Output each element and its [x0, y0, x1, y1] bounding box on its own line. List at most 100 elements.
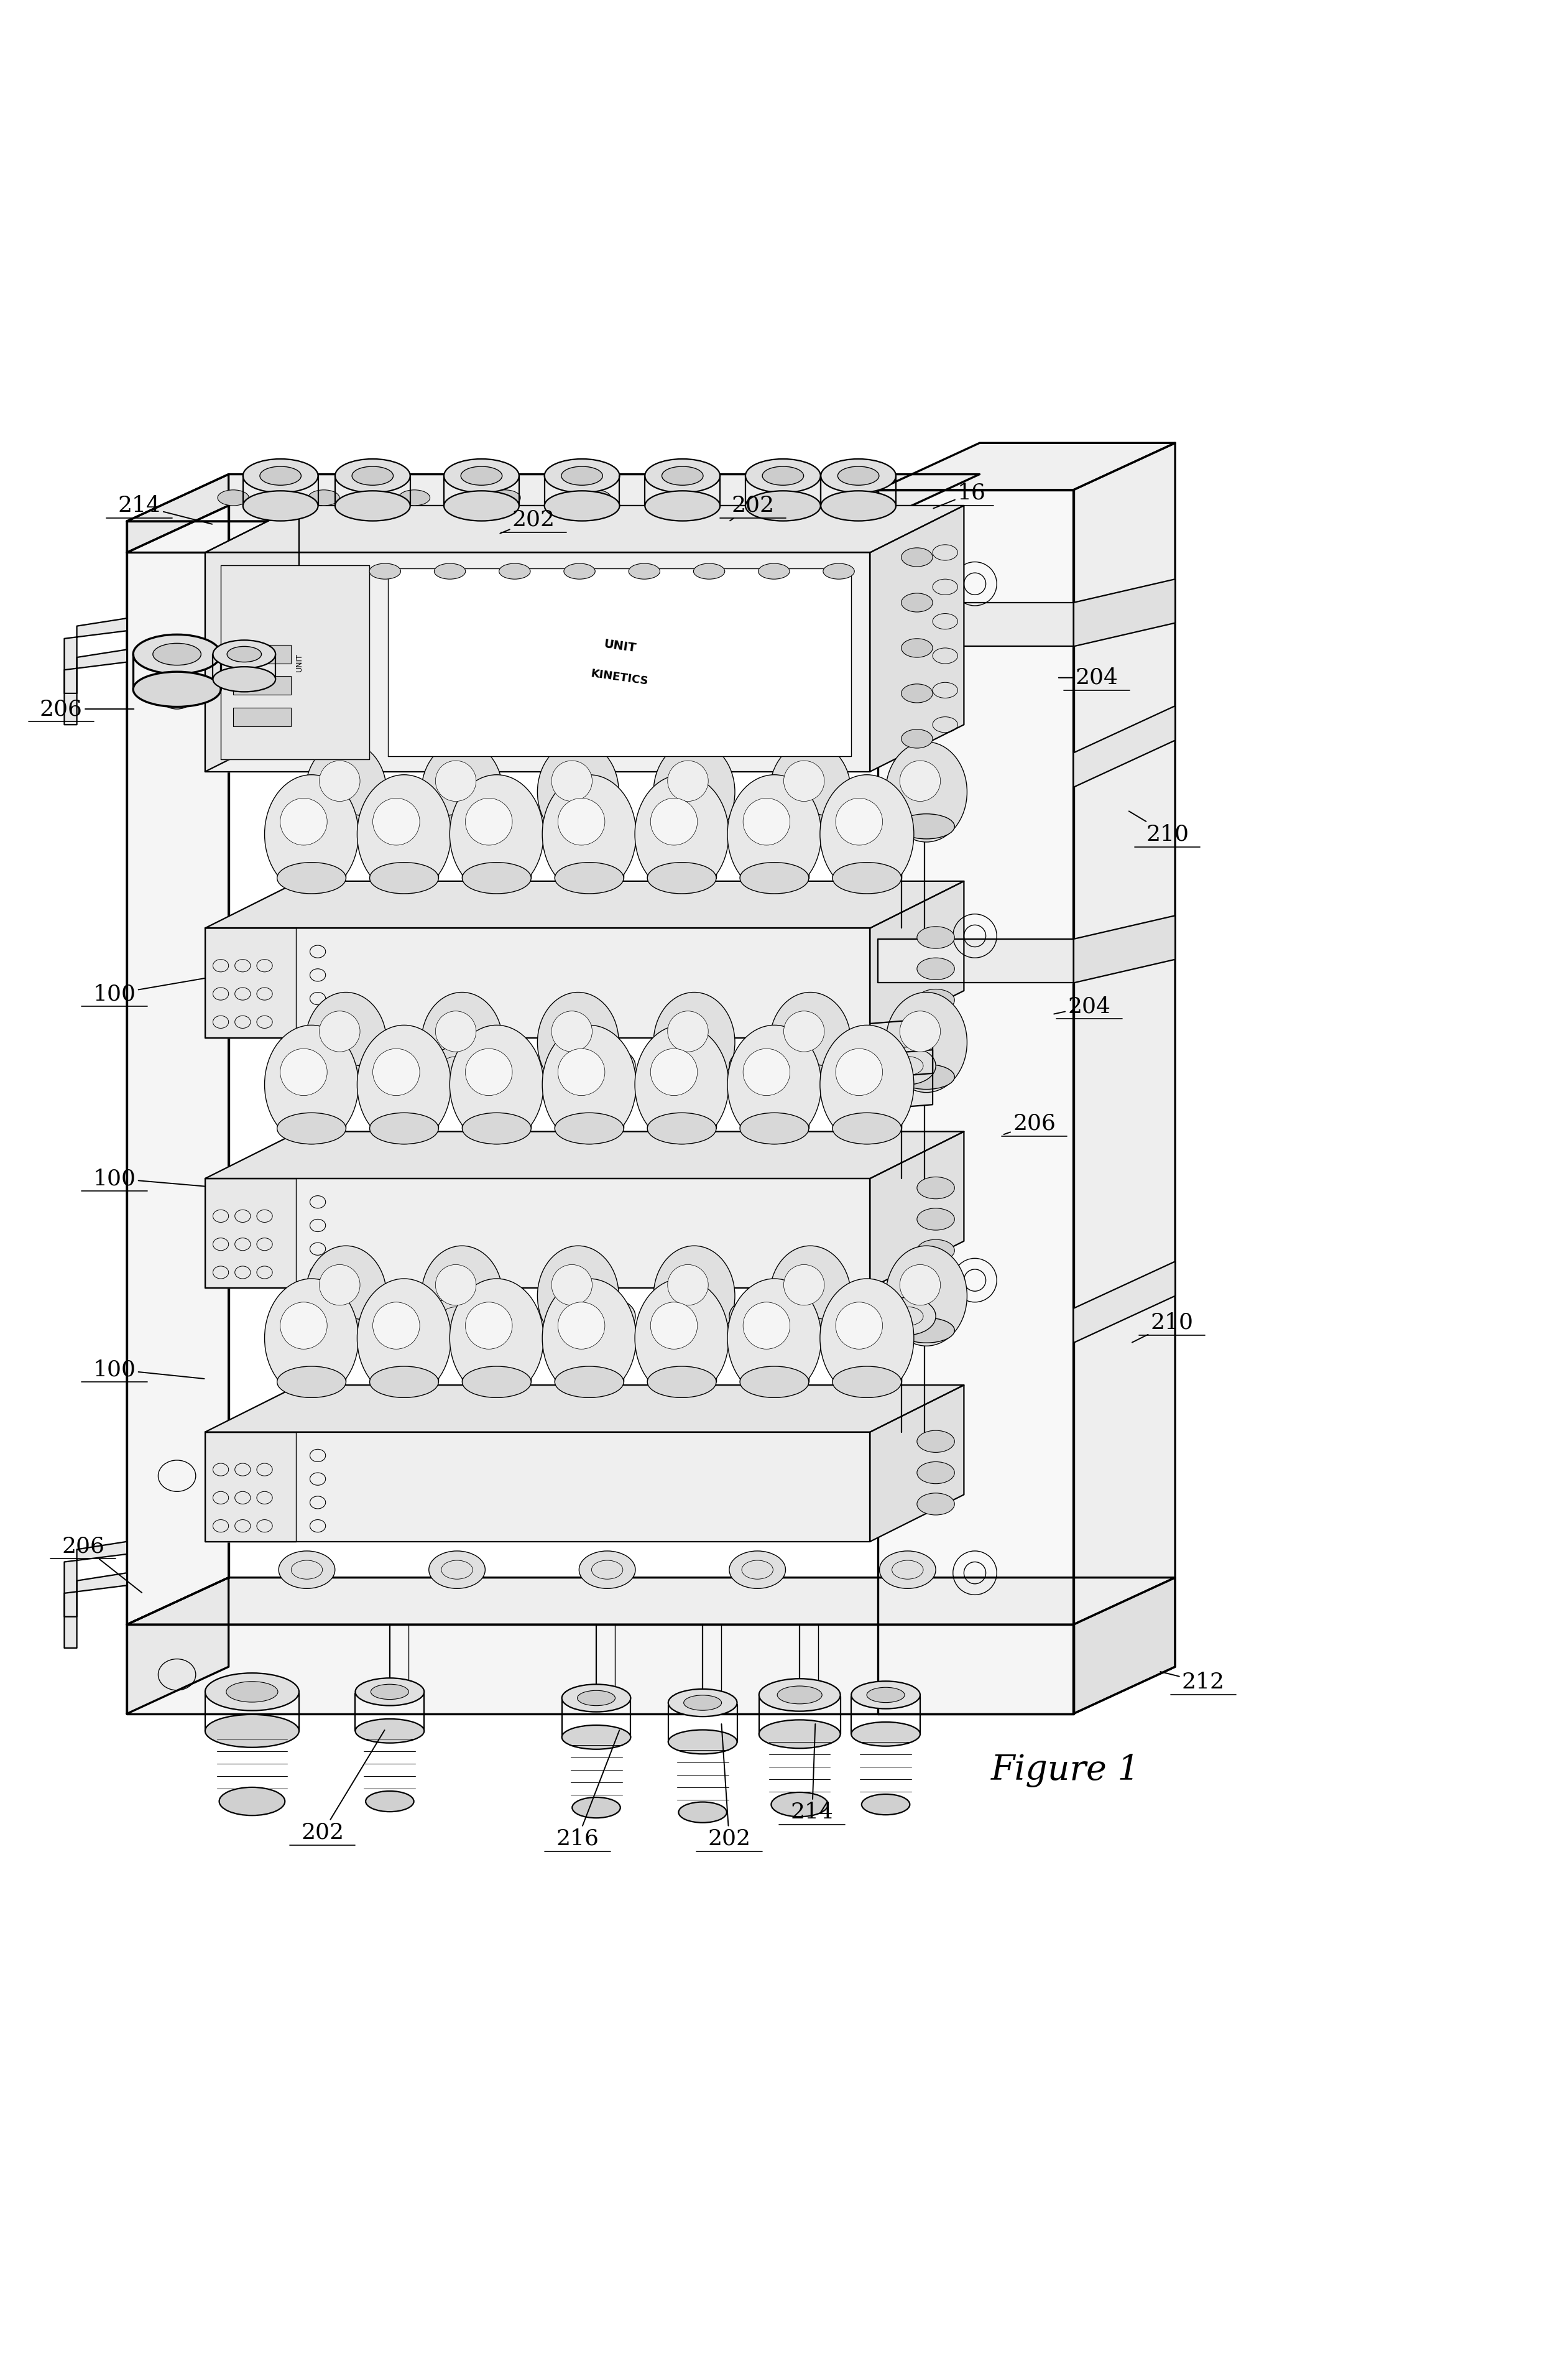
Ellipse shape [902, 639, 933, 658]
Ellipse shape [917, 1240, 955, 1261]
Ellipse shape [886, 742, 967, 841]
Ellipse shape [561, 467, 602, 486]
Polygon shape [64, 1572, 127, 1648]
Ellipse shape [243, 460, 318, 493]
Text: 202: 202 [500, 509, 555, 533]
Polygon shape [878, 938, 1074, 983]
Ellipse shape [265, 775, 359, 893]
Polygon shape [127, 474, 229, 552]
Ellipse shape [436, 761, 477, 801]
Polygon shape [64, 618, 127, 693]
Ellipse shape [306, 992, 387, 1091]
Ellipse shape [572, 1798, 621, 1817]
Ellipse shape [745, 460, 820, 493]
Ellipse shape [886, 1247, 967, 1346]
Ellipse shape [306, 1247, 387, 1346]
Ellipse shape [538, 1247, 619, 1346]
Ellipse shape [489, 490, 521, 504]
Ellipse shape [762, 467, 804, 486]
Ellipse shape [320, 761, 361, 801]
Polygon shape [205, 929, 870, 1037]
Ellipse shape [759, 563, 790, 580]
Ellipse shape [679, 1803, 726, 1822]
Ellipse shape [917, 926, 955, 948]
Ellipse shape [820, 1025, 914, 1143]
Text: 206: 206 [1004, 1113, 1055, 1134]
Ellipse shape [544, 490, 619, 521]
Text: UNIT: UNIT [295, 653, 303, 672]
Ellipse shape [651, 799, 698, 846]
Ellipse shape [629, 563, 660, 580]
Polygon shape [205, 1433, 870, 1541]
Polygon shape [870, 882, 964, 1037]
Ellipse shape [370, 863, 439, 893]
Ellipse shape [373, 1301, 420, 1348]
Ellipse shape [450, 1277, 544, 1398]
Ellipse shape [900, 1266, 941, 1306]
Ellipse shape [555, 1367, 624, 1398]
Ellipse shape [668, 761, 709, 801]
Ellipse shape [648, 1367, 717, 1398]
Polygon shape [389, 568, 851, 757]
Polygon shape [205, 1131, 964, 1178]
Polygon shape [234, 707, 292, 726]
Ellipse shape [823, 563, 855, 580]
Ellipse shape [499, 563, 530, 580]
Ellipse shape [770, 742, 851, 841]
Text: 214: 214 [790, 1723, 834, 1822]
Ellipse shape [759, 1721, 840, 1749]
Polygon shape [1074, 580, 1174, 646]
Ellipse shape [668, 1730, 737, 1754]
Ellipse shape [648, 863, 717, 893]
Ellipse shape [466, 1049, 513, 1096]
Ellipse shape [917, 1492, 955, 1516]
Ellipse shape [351, 467, 394, 486]
Ellipse shape [444, 460, 519, 493]
Ellipse shape [422, 992, 503, 1091]
Text: 206: 206 [61, 1537, 141, 1593]
Ellipse shape [684, 1695, 721, 1711]
Text: 206: 206 [39, 698, 133, 719]
Ellipse shape [463, 1113, 532, 1143]
Ellipse shape [133, 634, 221, 674]
Polygon shape [127, 521, 878, 552]
Ellipse shape [880, 1296, 936, 1334]
Ellipse shape [668, 1266, 709, 1306]
Ellipse shape [740, 863, 809, 893]
Ellipse shape [558, 1301, 605, 1348]
Ellipse shape [358, 1277, 452, 1398]
Text: 100: 100 [93, 1169, 204, 1188]
Ellipse shape [729, 1551, 786, 1589]
Polygon shape [1074, 443, 1174, 1714]
Text: KINETICS: KINETICS [590, 667, 649, 688]
Ellipse shape [902, 594, 933, 613]
Ellipse shape [558, 1049, 605, 1096]
Ellipse shape [398, 490, 430, 504]
Ellipse shape [900, 761, 941, 801]
Ellipse shape [227, 646, 262, 662]
Ellipse shape [430, 1296, 485, 1334]
Ellipse shape [743, 1049, 790, 1096]
Ellipse shape [564, 563, 596, 580]
Ellipse shape [543, 1277, 637, 1398]
Ellipse shape [648, 1113, 717, 1143]
Ellipse shape [693, 563, 724, 580]
Ellipse shape [450, 775, 544, 893]
Text: 202: 202 [731, 495, 775, 521]
Ellipse shape [851, 1681, 920, 1709]
Polygon shape [234, 646, 292, 665]
Ellipse shape [550, 813, 607, 839]
Polygon shape [205, 1178, 296, 1287]
Polygon shape [878, 443, 1174, 490]
Ellipse shape [205, 1714, 299, 1747]
Ellipse shape [226, 1681, 278, 1702]
Ellipse shape [666, 1065, 723, 1089]
Polygon shape [878, 603, 1074, 646]
Ellipse shape [555, 863, 624, 893]
Ellipse shape [902, 547, 933, 566]
Ellipse shape [279, 1551, 336, 1589]
Ellipse shape [820, 775, 914, 893]
Ellipse shape [820, 460, 895, 493]
Ellipse shape [318, 813, 375, 839]
Polygon shape [221, 566, 370, 759]
